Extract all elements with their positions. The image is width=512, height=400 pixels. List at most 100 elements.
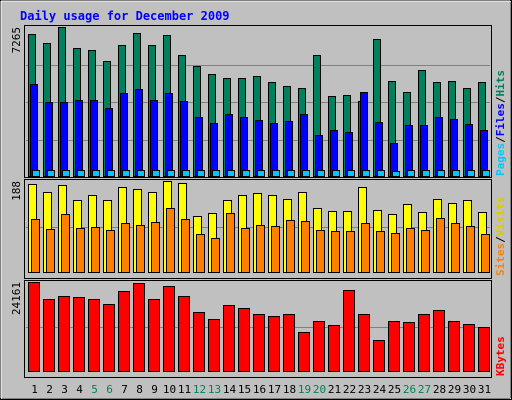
bar-sites-day-5 (91, 227, 100, 273)
panel2-max-label: 188 (10, 181, 23, 201)
legend-sites: Sites (494, 243, 507, 276)
bar-pages-day-17 (272, 170, 280, 177)
bar-kbytes-day-10 (163, 286, 175, 372)
bar-sites-day-21 (331, 231, 340, 273)
bar-files-day-19 (300, 114, 308, 177)
x-tick-label: 30 (463, 383, 476, 396)
x-tick-label: 28 (433, 383, 446, 396)
x-tick-label: 14 (223, 383, 237, 396)
x-tick-label: 21 (328, 383, 341, 396)
bar-sites-day-25 (391, 233, 400, 273)
bar-pages-day-27 (422, 170, 430, 177)
bar-kbytes-day-29 (448, 321, 460, 372)
bar-sites-day-23 (361, 223, 370, 273)
bar-files-day-5 (90, 100, 98, 177)
bar-files-day-16 (255, 120, 263, 177)
bar-sites-day-8 (136, 225, 145, 273)
bar-pages-day-13 (212, 170, 220, 177)
bar-kbytes-day-24 (373, 340, 385, 372)
legend-separator: / (494, 236, 507, 243)
bar-pages-day-7 (122, 170, 130, 177)
x-tick-label: 11 (178, 383, 191, 396)
bar-sites-day-13 (211, 238, 220, 273)
bar-kbytes-day-31 (478, 327, 490, 372)
bar-kbytes-day-1 (28, 282, 40, 372)
bar-files-day-27 (420, 125, 428, 177)
bar-sites-day-22 (346, 231, 355, 273)
bar-pages-day-24 (377, 170, 385, 177)
bar-kbytes-day-2 (43, 299, 55, 372)
bar-files-day-31 (480, 130, 488, 177)
x-tick-label: 26 (403, 383, 416, 396)
panel3-max-label: 24161 (10, 282, 23, 315)
bar-sites-day-9 (151, 222, 160, 273)
x-tick-label: 17 (268, 383, 281, 396)
bar-files-day-6 (105, 108, 113, 177)
legend-files: Files (494, 103, 507, 136)
bar-files-day-14 (225, 114, 233, 177)
bar-sites-day-28 (436, 218, 445, 273)
bar-sites-day-20 (316, 230, 325, 273)
bar-files-day-2 (45, 102, 53, 177)
bar-files-day-18 (285, 121, 293, 177)
bar-pages-day-1 (32, 170, 40, 177)
bar-pages-day-22 (347, 170, 355, 177)
bar-kbytes-day-11 (178, 296, 190, 372)
bar-files-day-10 (165, 93, 173, 177)
bar-files-day-24 (375, 122, 383, 177)
x-tick-label: 25 (388, 383, 401, 396)
bar-kbytes-day-4 (73, 297, 85, 372)
bar-files-day-9 (150, 100, 158, 177)
bar-sites-day-6 (106, 230, 115, 273)
bar-sites-day-11 (181, 219, 190, 273)
bar-pages-day-31 (482, 170, 490, 177)
x-tick-label: 24 (373, 383, 387, 396)
bar-sites-day-30 (466, 226, 475, 273)
x-tick-label: 13 (208, 383, 221, 396)
x-tick-label: 15 (238, 383, 251, 396)
bar-files-day-8 (135, 89, 143, 177)
bar-kbytes-day-15 (238, 308, 250, 372)
bar-files-day-7 (120, 93, 128, 177)
x-tick-label: 18 (283, 383, 296, 396)
bar-kbytes-day-6 (103, 304, 115, 372)
bar-sites-day-18 (286, 220, 295, 273)
bar-sites-day-15 (241, 228, 250, 273)
x-tick-label: 19 (298, 383, 311, 396)
bar-files-day-15 (240, 117, 248, 177)
panel1-max-label: 7265 (10, 27, 23, 54)
x-tick-label: 9 (151, 383, 158, 396)
bar-sites-day-4 (76, 228, 85, 273)
bar-files-day-29 (450, 119, 458, 177)
x-tick-label: 1 (31, 383, 38, 396)
bar-pages-day-25 (392, 171, 400, 177)
legend-kbytes: KBytes (494, 336, 507, 376)
legend-visits: Visits (494, 197, 507, 237)
bar-kbytes-day-13 (208, 319, 220, 372)
bar-pages-day-3 (62, 170, 70, 177)
bar-kbytes-day-7 (118, 291, 130, 372)
bar-kbytes-day-8 (133, 283, 145, 372)
bar-kbytes-day-22 (343, 290, 355, 372)
bar-files-day-28 (435, 117, 443, 177)
bar-kbytes-day-18 (283, 314, 295, 372)
bar-files-day-22 (345, 132, 353, 177)
bar-sites-day-16 (256, 225, 265, 273)
bar-sites-day-2 (46, 229, 55, 273)
x-tick-label: 3 (61, 383, 68, 396)
x-tick-label: 23 (358, 383, 371, 396)
bar-kbytes-day-9 (148, 299, 160, 372)
bar-kbytes-day-19 (298, 332, 310, 372)
bar-pages-day-11 (182, 170, 190, 177)
x-tick-label: 22 (343, 383, 356, 396)
bar-kbytes-day-16 (253, 314, 265, 372)
bar-pages-day-9 (152, 170, 160, 177)
bar-sites-day-10 (166, 208, 175, 273)
panel3-legend: KBytes (494, 336, 507, 376)
x-tick-label: 10 (163, 383, 176, 396)
legend-separator: / (494, 96, 507, 103)
bar-files-day-1 (30, 84, 38, 177)
bar-kbytes-day-5 (88, 299, 100, 372)
x-tick-label: 2 (46, 383, 53, 396)
